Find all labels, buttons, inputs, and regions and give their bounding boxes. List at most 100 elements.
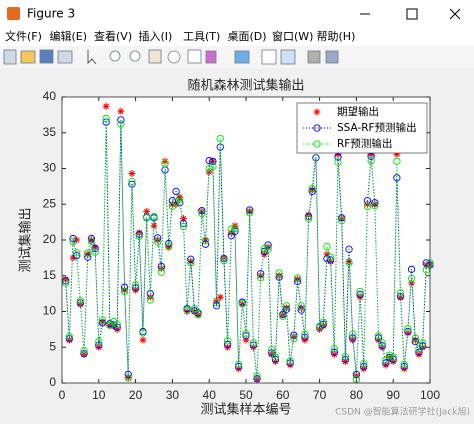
data-point — [338, 214, 346, 222]
data-point — [297, 306, 305, 314]
maximize-button[interactable] — [406, 8, 418, 20]
data-point — [301, 330, 309, 339]
data-point — [286, 357, 294, 365]
tool-datatip[interactable] — [187, 49, 202, 64]
data-point — [113, 320, 121, 329]
data-point — [257, 274, 265, 282]
y-tick-label: 0 — [49, 375, 56, 389]
tool-legend[interactable] — [280, 49, 296, 65]
data-point — [143, 207, 151, 215]
data-point — [235, 365, 243, 373]
data-point — [360, 362, 368, 371]
data-point — [407, 265, 416, 273]
data-point — [341, 358, 349, 366]
data-point — [341, 352, 350, 361]
data-point — [179, 215, 187, 223]
data-point — [223, 337, 232, 345]
menu-item[interactable]: 文件(F) — [5, 29, 42, 43]
y-tick-label: 20 — [43, 232, 57, 246]
data-point — [271, 353, 280, 361]
legend-label: RF预测输出 — [337, 137, 392, 150]
legend-marker — [313, 124, 321, 132]
data-point — [360, 365, 368, 373]
legend-marker — [313, 140, 321, 148]
tool-new[interactable] — [3, 49, 17, 65]
data-point — [315, 322, 324, 331]
tool-pan[interactable] — [148, 49, 162, 64]
data-point — [249, 339, 258, 347]
data-point — [102, 102, 110, 110]
data-point — [69, 234, 77, 243]
data-point — [106, 322, 114, 330]
data-point — [91, 248, 99, 256]
data-point — [205, 156, 213, 165]
tool-rotate[interactable] — [167, 50, 181, 64]
data-point — [168, 202, 177, 211]
data-point — [260, 247, 269, 256]
data-point — [172, 187, 180, 196]
data-point — [176, 193, 184, 201]
data-point — [231, 224, 239, 233]
data-point — [117, 120, 125, 128]
legend-label: 期望输出 — [337, 105, 379, 118]
tool-print[interactable] — [57, 50, 73, 64]
legend-label: SSA-RF预测输出 — [337, 121, 417, 134]
data-point — [95, 337, 103, 346]
axes-box — [61, 96, 431, 384]
tool-pointer[interactable] — [87, 50, 97, 65]
data-point — [234, 360, 243, 369]
data-point — [279, 312, 287, 321]
tool-show[interactable] — [325, 50, 339, 64]
menu-item[interactable]: 插入(I) — [139, 29, 173, 43]
data-point — [209, 157, 217, 166]
data-point — [360, 360, 368, 368]
data-point — [286, 361, 294, 369]
data-point — [139, 329, 147, 337]
data-point — [65, 332, 74, 341]
data-point — [168, 197, 177, 205]
data-point — [419, 343, 427, 351]
data-point — [69, 237, 77, 246]
tool-zoom-out[interactable] — [129, 50, 141, 62]
tool-link[interactable] — [234, 50, 250, 64]
menu-item[interactable]: 桌面(D) — [228, 30, 267, 43]
data-point — [407, 274, 416, 283]
data-point — [76, 297, 85, 305]
data-point — [422, 266, 430, 274]
data-point — [415, 350, 423, 358]
data-point — [212, 299, 221, 307]
data-point — [367, 150, 375, 158]
tool-colorbar[interactable] — [261, 49, 277, 65]
data-point — [165, 239, 173, 248]
close-button[interactable] — [449, 8, 461, 20]
data-point — [389, 353, 397, 361]
menu-item[interactable]: 工具(T) — [183, 30, 220, 43]
menu-item[interactable]: 查看(V) — [94, 29, 132, 43]
x-tick-label: 60 — [276, 388, 290, 402]
tool-brush[interactable] — [205, 50, 217, 64]
tool-zoom-in[interactable] — [109, 50, 121, 62]
data-point — [304, 214, 313, 223]
data-point — [356, 290, 364, 298]
data-point — [135, 232, 143, 241]
series-line — [65, 118, 431, 380]
tool-open[interactable] — [20, 50, 36, 64]
data-point — [84, 253, 92, 261]
data-point — [234, 362, 243, 371]
data-point — [194, 310, 202, 319]
data-point — [62, 279, 70, 287]
data-point — [124, 370, 132, 379]
data-point — [142, 214, 151, 222]
tool-hide[interactable] — [307, 50, 321, 64]
series-line — [65, 119, 431, 379]
tool-save[interactable] — [39, 49, 54, 64]
menu-item[interactable]: 帮助(H) — [317, 29, 356, 43]
menu-item[interactable]: 窗口(W) — [272, 29, 313, 43]
data-point — [297, 302, 305, 310]
data-point — [367, 156, 375, 165]
data-point — [146, 296, 154, 304]
data-point — [157, 268, 166, 276]
menu-item[interactable]: 编辑(E) — [50, 29, 88, 43]
data-point — [201, 237, 210, 245]
data-point — [242, 330, 250, 338]
